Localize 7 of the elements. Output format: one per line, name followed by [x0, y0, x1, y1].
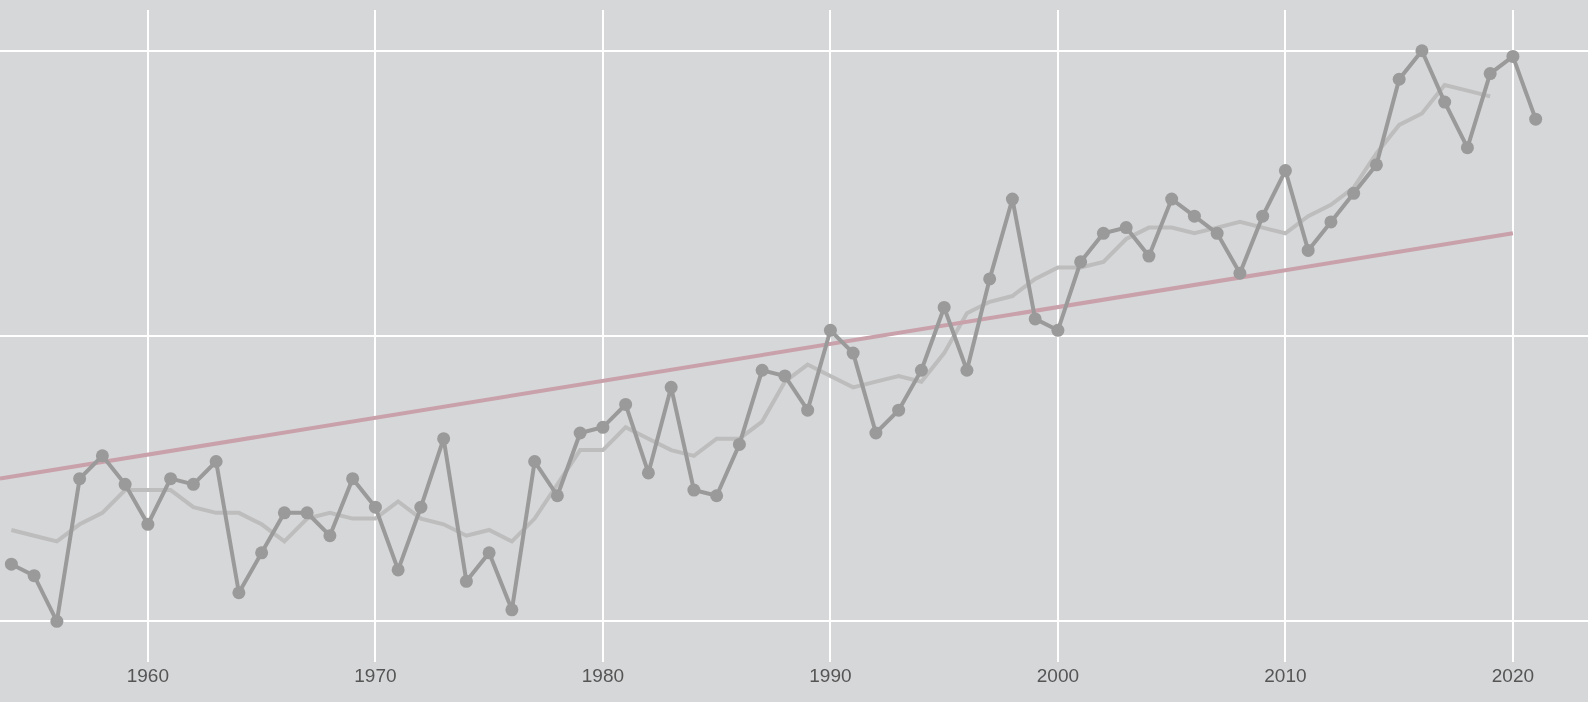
x-tick-label: 2010	[1264, 665, 1307, 686]
x-tick-label: 2000	[1036, 665, 1080, 686]
x-tick-label: 1990	[809, 665, 852, 686]
x-tick-label: 2020	[1491, 665, 1535, 686]
x-tick-label: 1970	[354, 665, 397, 686]
x-tick-label: 1960	[126, 665, 170, 686]
x-tick-label: 1980	[581, 665, 625, 686]
